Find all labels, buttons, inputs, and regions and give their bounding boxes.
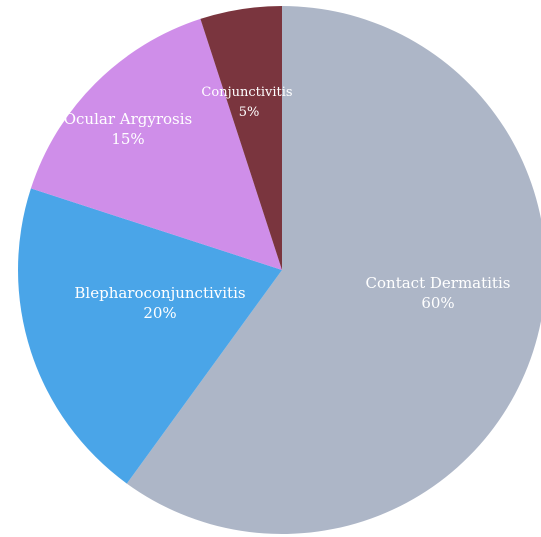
slice-value-ocular-argyrosis: 15% bbox=[111, 130, 144, 148]
slice-value-contact-dermatitis: 60% bbox=[421, 294, 454, 312]
slice-label-blepharoconjunctivitis: Blepharoconjunctivitis bbox=[74, 284, 245, 302]
slice-conjunctivitis bbox=[200, 6, 282, 270]
slice-blepharoconjunctivitis bbox=[17, 188, 283, 484]
pie-slices bbox=[17, 6, 541, 534]
slice-label-ocular-argyrosis: Ocular Argyrosis bbox=[64, 110, 193, 128]
slice-value-conjunctivitis: 5% bbox=[239, 105, 260, 120]
pie-labels: Contact Dermatitis 60% Blepharoconjunctivi… bbox=[64, 85, 511, 322]
slice-contact-dermatitis bbox=[126, 6, 541, 534]
slice-value-blepharoconjunctivitis: 20% bbox=[143, 304, 176, 322]
slice-label-contact-dermatitis: Contact Dermatitis bbox=[366, 274, 511, 292]
slice-label-conjunctivitis: Conjunctivitis bbox=[201, 85, 292, 100]
slice-ocular-argyrosis bbox=[30, 18, 282, 270]
